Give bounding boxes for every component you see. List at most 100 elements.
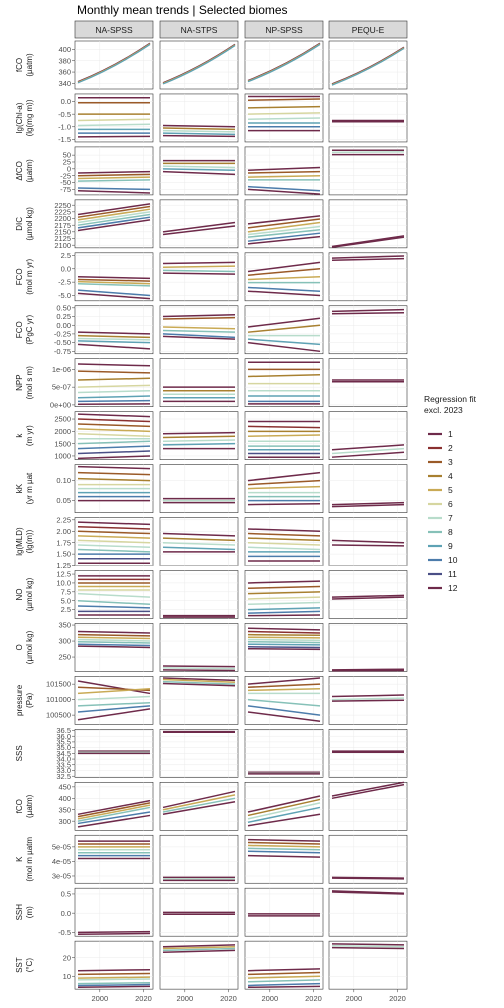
legend-label: 6 — [448, 499, 453, 509]
series-line — [331, 946, 405, 950]
series-line — [247, 683, 321, 688]
series-line — [247, 802, 321, 820]
y-tick-label: 2.00 — [56, 527, 71, 536]
series-line — [331, 236, 405, 249]
series-line — [162, 132, 236, 136]
series-line — [162, 800, 236, 816]
facet-strip-label: NA-SPSS — [95, 25, 133, 35]
y-tick-label: 36.5 — [56, 726, 71, 735]
facet-row: SST(°C) 20 10 — [15, 940, 408, 990]
y-tick-label: 2000 — [54, 427, 71, 436]
series-line — [247, 607, 321, 611]
legend-label: 7 — [448, 513, 453, 523]
y-tick-label: -5.0 — [58, 291, 71, 300]
x-tick-label: 2000 — [261, 994, 278, 1003]
series-line — [331, 694, 405, 698]
y-tick-label: 4e-05 — [52, 857, 71, 866]
series-line — [331, 697, 405, 701]
panel-frame — [328, 252, 408, 302]
series-line — [247, 43, 321, 83]
panel-np-spss — [244, 887, 324, 937]
y-tick-label: 250 — [58, 653, 71, 662]
series-line — [162, 221, 236, 233]
series-line — [162, 945, 236, 950]
panel-np-spss — [244, 199, 324, 249]
series-line — [162, 269, 236, 273]
series-line — [247, 968, 321, 972]
panel-frame — [328, 358, 408, 408]
panel-np-spss — [244, 411, 324, 460]
y-tick-label: 35.0 — [56, 743, 71, 752]
series-line — [77, 450, 151, 455]
series-line — [77, 276, 151, 280]
series-line — [77, 548, 151, 553]
series-line — [162, 170, 236, 176]
y-tick-label: 0.00 — [56, 321, 71, 330]
series-line — [77, 640, 151, 644]
panel-na-stps — [159, 729, 239, 778]
series-line — [247, 290, 321, 297]
series-line — [247, 795, 321, 813]
series-line — [77, 981, 151, 985]
panel-frame — [74, 676, 154, 725]
series-line — [77, 395, 151, 399]
y-axis-label: SST(°C) — [15, 957, 34, 973]
series-line — [247, 221, 321, 233]
facet-row: K0(mol m-3 µatm 5e-05 4e-05 3e-05 — [15, 834, 408, 884]
series-line — [331, 235, 405, 248]
series-line — [77, 592, 151, 598]
panel-na-stps — [159, 570, 239, 619]
series-line — [247, 215, 321, 225]
series-line — [77, 216, 151, 229]
series-line — [331, 503, 405, 508]
panel-pequ-e — [328, 517, 408, 566]
series-line — [247, 596, 321, 600]
series-line — [331, 596, 405, 600]
series-line — [331, 447, 405, 455]
series-line — [247, 711, 321, 723]
series-line — [77, 205, 151, 218]
series-line — [162, 439, 236, 442]
panel-na-spss — [74, 358, 154, 408]
series-line — [77, 605, 151, 609]
y-tick-label: 350 — [58, 805, 71, 814]
series-line — [247, 98, 321, 102]
y-tick-label: 36.0 — [56, 732, 71, 741]
series-line — [247, 614, 321, 617]
y-tick-label: 10 — [63, 972, 71, 981]
series-line — [77, 539, 151, 544]
panel-na-spss — [74, 676, 154, 725]
y-tick-label: 2.5 — [61, 251, 71, 260]
panel-pequ-e — [328, 570, 408, 619]
y-tick-label: 2150 — [54, 227, 71, 236]
facet-strip-np-spss — [244, 20, 324, 39]
facet-row: SSS 36.536.035.535.034.534.033.533.032.5 — [15, 726, 408, 781]
series-line — [77, 477, 151, 482]
panel-frame — [328, 887, 408, 937]
y-tick-label: 360 — [58, 68, 71, 77]
facet-strip-label: PEQU-E — [352, 25, 385, 35]
panel-na-stps — [159, 887, 239, 937]
series-line — [162, 678, 236, 684]
series-line — [77, 804, 151, 820]
panel-frame — [159, 305, 239, 355]
series-line — [77, 384, 151, 388]
panel-frame — [328, 834, 408, 884]
series-line — [77, 599, 151, 606]
series-line — [162, 335, 236, 340]
panel-na-stps — [159, 40, 239, 90]
facet-row: pressureatm(Pa) 101500 101000 100500 — [15, 676, 408, 725]
y-tick-label: -0.5 — [58, 110, 71, 119]
y-tick-label: 101500 — [46, 680, 71, 689]
series-line — [77, 343, 151, 350]
series-line — [77, 208, 151, 221]
panel-frame — [328, 781, 408, 831]
series-line — [331, 311, 405, 315]
panel-frame — [159, 464, 239, 513]
legend-label: 2 — [448, 443, 453, 453]
series-line — [77, 535, 151, 539]
panel-na-stps — [159, 358, 239, 408]
y-tick-label: 400 — [58, 794, 71, 803]
